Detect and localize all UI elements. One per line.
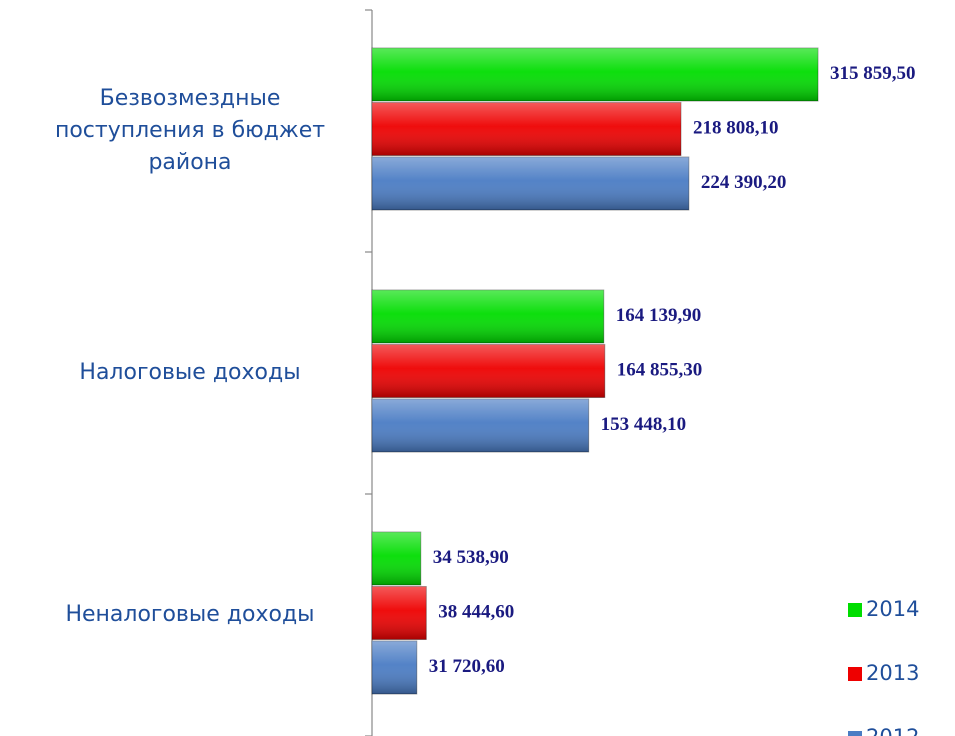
bar-shine [372, 157, 689, 210]
category-label: Безвозмездные поступления в бюджет район… [54, 86, 326, 175]
value-label: 164 855,30 [617, 359, 703, 380]
category-label: Неналоговые доходы [65, 602, 315, 627]
value-label: 38 444,60 [438, 601, 514, 622]
legend-label: 2014 [866, 597, 919, 621]
value-label: 31 720,60 [429, 656, 505, 677]
bar-shine [372, 532, 421, 585]
legend-swatch [848, 731, 862, 736]
bar-shine [372, 344, 605, 398]
legend-swatch [848, 603, 862, 617]
legend-swatch [848, 667, 862, 681]
legend-label: 2012 [866, 725, 919, 736]
bar-shine [372, 586, 427, 640]
bar-shine [372, 48, 818, 101]
value-label: 164 139,90 [616, 305, 702, 326]
value-label: 153 448,10 [601, 414, 687, 435]
value-label: 224 390,20 [701, 172, 787, 193]
legend-label: 2013 [866, 661, 919, 685]
value-label: 315 859,50 [830, 63, 916, 84]
bar-shine [372, 399, 589, 452]
value-label: 34 538,90 [433, 547, 509, 568]
bar-shine [372, 102, 681, 156]
bar-shine [372, 290, 604, 343]
bar-shine [372, 641, 417, 694]
value-label: 218 808,10 [693, 117, 779, 138]
category-label: Налоговые доходы [79, 360, 301, 385]
